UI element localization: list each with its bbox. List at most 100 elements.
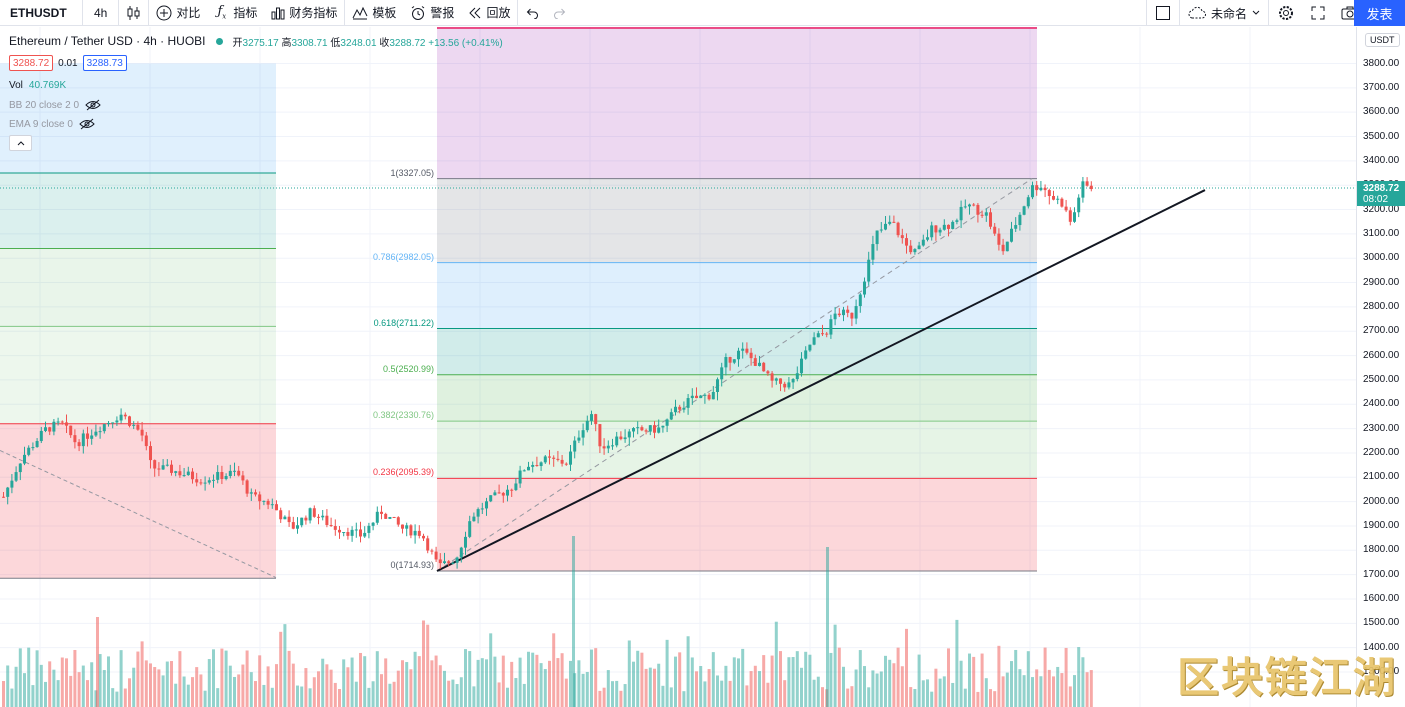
volume-bar xyxy=(350,657,354,707)
volume-bar xyxy=(535,654,539,707)
volume-bar xyxy=(480,658,484,707)
collapse-legend-button[interactable] xyxy=(9,135,32,151)
volume-bar xyxy=(413,651,417,707)
candle xyxy=(195,479,199,483)
publish-label: 发表 xyxy=(1366,6,1393,22)
candle xyxy=(779,378,782,384)
volume-bar xyxy=(485,659,488,707)
candle xyxy=(476,509,480,517)
volume-bar xyxy=(132,667,136,707)
volume-bar xyxy=(1039,676,1043,707)
buy-price-box[interactable]: 3288.73 xyxy=(82,55,127,71)
chart-area[interactable]: 1(3327.05) 0.786(2982.05) 0.618(2711.22) 0.… xyxy=(0,27,1405,707)
candle xyxy=(938,229,942,233)
currency-button[interactable]: USDT xyxy=(1365,33,1400,47)
volume-bar xyxy=(39,664,43,707)
bb-legend[interactable]: BB 20 close 2 0 xyxy=(9,99,101,111)
candle xyxy=(678,406,682,410)
candle xyxy=(758,362,761,366)
volume-bar xyxy=(363,656,367,707)
volume-bar xyxy=(826,547,829,707)
candle xyxy=(77,442,81,447)
financials-button[interactable]: 财务指标 xyxy=(264,0,344,26)
volume-bar xyxy=(942,676,946,707)
candle xyxy=(60,421,64,423)
compare-button[interactable]: 对比 xyxy=(149,0,207,26)
price-plot[interactable] xyxy=(0,27,1356,707)
interval-button[interactable]: 4h xyxy=(83,0,118,26)
indicators-button[interactable]: ƒx 指标 xyxy=(207,0,264,26)
candle xyxy=(1073,212,1076,222)
axis-tick-label: 1400.00 xyxy=(1363,641,1400,653)
axis-tick-label: 1300.00 xyxy=(1363,666,1400,677)
candle xyxy=(850,312,854,319)
volume-bar xyxy=(1047,669,1051,707)
candle xyxy=(795,373,799,380)
redo-button[interactable] xyxy=(546,0,574,26)
settings-button[interactable] xyxy=(1269,0,1303,26)
volume-bar xyxy=(1077,647,1081,707)
save-layout-button[interactable]: 未命名 xyxy=(1180,0,1268,26)
symbol-title[interactable]: Ethereum / Tether USD · 4h · HUOBI xyxy=(9,34,206,48)
publish-button[interactable]: 发表 xyxy=(1354,0,1405,26)
layout-name-label: 未命名 xyxy=(1211,6,1248,21)
fullscreen-layout-button[interactable] xyxy=(1147,0,1179,26)
volume-bar xyxy=(527,651,530,707)
replay-button[interactable]: 回放 xyxy=(461,0,517,26)
last-price-value: 3288.72 xyxy=(1363,182,1400,194)
volume-bar xyxy=(228,665,232,707)
candle xyxy=(308,508,312,521)
volume-bar xyxy=(1005,672,1009,707)
volume-bar xyxy=(212,649,215,707)
fullscreen-button[interactable] xyxy=(1303,0,1333,26)
candle xyxy=(556,458,560,460)
volume-bar xyxy=(980,653,984,707)
candle xyxy=(686,398,690,408)
sell-price-box[interactable]: 3288.72 xyxy=(9,55,54,71)
undo-button[interactable] xyxy=(518,0,546,26)
volume-bar xyxy=(842,666,845,707)
volume-bar xyxy=(220,648,224,707)
fib-zone xyxy=(437,421,1037,479)
axis-tick-label: 3600.00 xyxy=(1363,106,1400,118)
volume-bar xyxy=(165,661,169,707)
volume-bar xyxy=(837,647,841,707)
left-fib-zone xyxy=(0,63,276,174)
volume-bar xyxy=(1089,670,1093,707)
volume-bar xyxy=(938,678,942,707)
candle xyxy=(111,422,115,424)
candle xyxy=(485,501,488,509)
candle xyxy=(888,221,892,224)
candle xyxy=(342,532,346,534)
compare-label: 对比 xyxy=(176,6,201,20)
candle xyxy=(384,513,388,519)
volume-bar xyxy=(94,690,98,707)
volume-bar xyxy=(875,673,879,707)
candle xyxy=(203,482,207,484)
volume-bar xyxy=(56,680,60,707)
volume-legend[interactable]: Vol 40.769K xyxy=(9,80,66,91)
volume-bar xyxy=(699,666,703,707)
candle xyxy=(884,223,887,230)
alerts-button[interactable]: 警报 xyxy=(403,0,461,26)
candle xyxy=(993,226,997,234)
volume-bar xyxy=(531,652,535,707)
volume-bar xyxy=(1018,669,1022,707)
candle xyxy=(1026,197,1030,207)
chart-type-button[interactable] xyxy=(119,0,148,26)
volume-bar xyxy=(556,658,560,707)
eye-crossed-icon[interactable] xyxy=(85,99,101,111)
volume-bar xyxy=(572,536,575,707)
candle xyxy=(14,472,18,481)
volume-bar xyxy=(107,656,110,707)
volume-bar xyxy=(27,647,31,707)
candle xyxy=(951,221,955,229)
volume-bar xyxy=(905,628,908,707)
volume-bar xyxy=(472,686,476,707)
eye-crossed-icon[interactable] xyxy=(79,118,95,130)
ema-legend[interactable]: EMA 9 close 0 xyxy=(9,118,95,130)
symbol-search-button[interactable]: ETHUSDT xyxy=(0,0,82,26)
price-axis[interactable]: USDT 3800.00 3700.00 3600.00 3500.00 3400.00… xyxy=(1356,27,1405,707)
templates-button[interactable]: 模板 xyxy=(345,0,403,26)
candle xyxy=(615,436,619,446)
